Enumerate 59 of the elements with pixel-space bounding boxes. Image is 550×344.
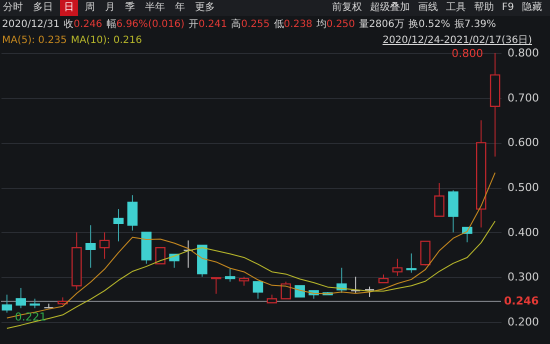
candlestick [350, 276, 361, 294]
candlestick [30, 298, 40, 309]
text: 月 [104, 1, 116, 15]
candlestick [99, 232, 110, 260]
text: 隐藏 [522, 0, 542, 15]
y-tick-label: 0.200 [508, 316, 539, 329]
y-tick-label: 0.500 [508, 181, 539, 194]
text: 更多 [194, 1, 216, 15]
text: 日 [60, 0, 78, 16]
text: 分时 [2, 0, 24, 15]
y-tick-label: 0.800 [508, 46, 539, 60]
text: 画线 [418, 0, 438, 15]
text: 帮助 [474, 0, 494, 15]
ref-line-label: 0.246 [504, 294, 540, 308]
text: 低0.238 [274, 18, 312, 32]
text: 超级叠加 [370, 0, 410, 15]
text: F9 [502, 1, 514, 15]
text: 振7.39% [454, 18, 496, 32]
text: 均0.250 [316, 18, 356, 32]
annotation: 2020/12/24-2021/02/17(36日) [382, 35, 532, 46]
line-series [6, 172, 496, 319]
candlestick [113, 208, 124, 242]
candlestick [127, 194, 138, 232]
candlestick [2, 294, 12, 314]
text: MA(5): 0.235 [2, 34, 67, 48]
annotation: 0.221 [14, 310, 46, 324]
candlestick [211, 277, 222, 294]
text: 幅6.96%(0.016) [106, 18, 184, 32]
candlestick [280, 281, 291, 300]
line-series [6, 220, 496, 329]
text: 多日 [32, 1, 54, 15]
candlestick [224, 268, 236, 282]
y-tick-label: 0.600 [508, 136, 539, 150]
candlestick [364, 286, 375, 298]
text: 收0.246 [64, 18, 102, 32]
text: 开0.241 [188, 18, 228, 32]
text: 2020/12/31 [2, 18, 60, 32]
y-tick-label: 0.300 [508, 270, 539, 284]
text: 年 [174, 1, 186, 15]
text: 量2806万 [359, 18, 404, 32]
candlestick [420, 240, 430, 266]
text: 高0.255 [231, 18, 270, 32]
text: 前复权 [332, 0, 362, 15]
candlestick [85, 224, 96, 268]
text: 工具 [446, 1, 466, 15]
y-tick-label: 0.700 [508, 91, 539, 104]
candlestick [252, 281, 264, 300]
text: MA(10): 0.216 [70, 34, 142, 48]
text: 半年 [144, 0, 166, 15]
candlestick [155, 247, 166, 264]
candlestick [392, 258, 403, 276]
text: 周 [84, 1, 96, 15]
annotation: 0.800 [452, 46, 484, 60]
candlestick [16, 287, 26, 309]
candlestick [406, 252, 417, 274]
text: 换0.52% [408, 18, 450, 32]
candlestick [434, 182, 444, 217]
text: 季 [124, 0, 136, 15]
y-tick-label: 0.400 [508, 226, 539, 239]
